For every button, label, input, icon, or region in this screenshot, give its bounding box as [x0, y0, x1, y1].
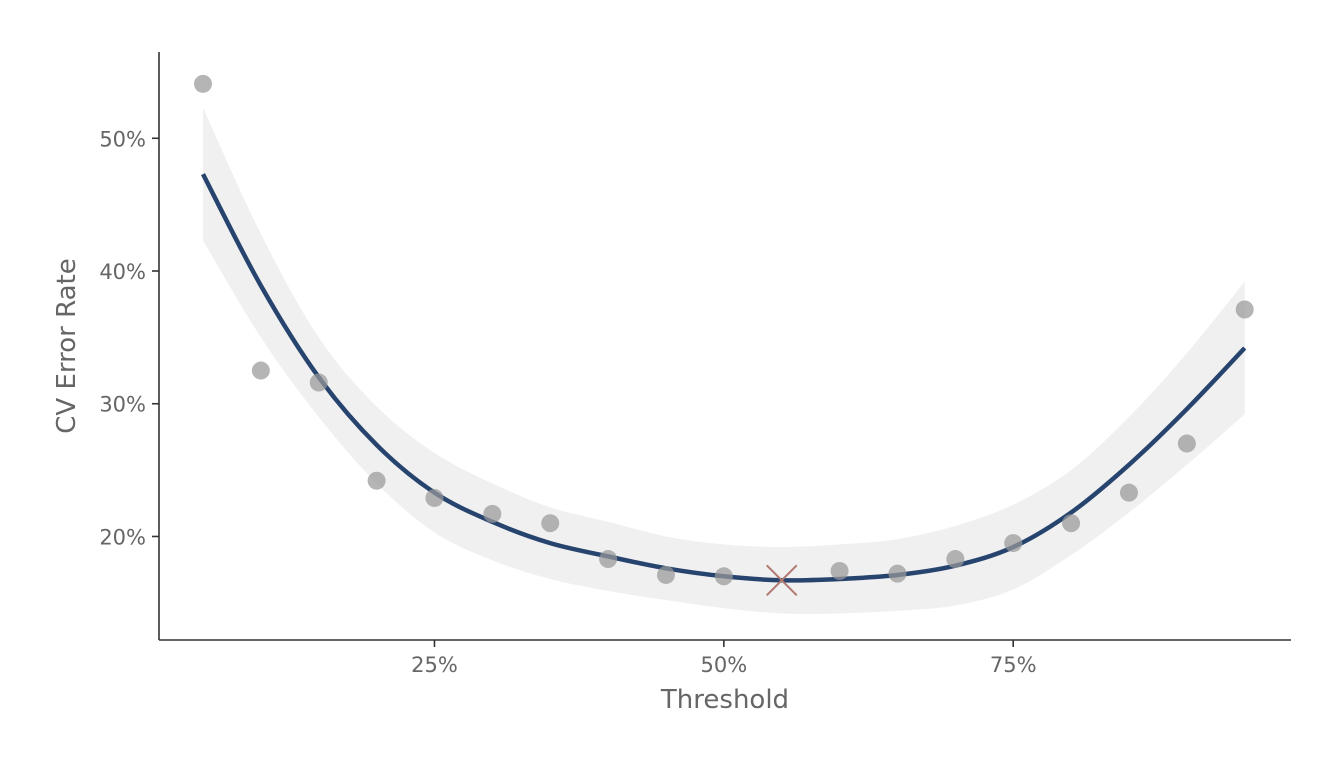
data-point — [888, 564, 907, 583]
data-point — [946, 550, 965, 569]
y-tick-label: 20% — [99, 525, 146, 549]
x-tick-label: 25% — [411, 653, 458, 677]
data-point — [1177, 434, 1196, 453]
data-point — [193, 74, 212, 93]
data-point — [425, 488, 444, 507]
data-point — [714, 567, 733, 586]
data-point — [599, 550, 618, 569]
data-point — [309, 373, 328, 392]
data-point — [656, 565, 675, 584]
x-tick-label: 50% — [700, 653, 747, 677]
minimum-marker — [766, 564, 798, 596]
data-point — [367, 471, 386, 490]
data-point — [1119, 483, 1138, 502]
points-layer — [193, 74, 1254, 586]
x-tick-label: 75% — [990, 653, 1037, 677]
data-point — [830, 561, 849, 580]
data-point — [1062, 514, 1081, 533]
smooth-line-layer — [200, 173, 1247, 583]
y-tick-label: 40% — [99, 260, 146, 284]
y-axis-title: CV Error Rate — [52, 258, 82, 433]
data-point — [541, 514, 560, 533]
confidence-band-layer — [202, 107, 1245, 614]
data-point — [483, 504, 502, 523]
y-tick-label: 30% — [99, 393, 146, 417]
data-point — [251, 361, 270, 380]
data-point — [1004, 534, 1023, 553]
confidence-band — [202, 107, 1245, 614]
smooth-line — [200, 173, 1247, 583]
minimum-marker-stroke — [766, 564, 798, 596]
y-tick-label: 50% — [99, 127, 146, 151]
minimum-marker-layer — [766, 564, 798, 596]
axes-layer: 20% 30% 40% 50% 25% 50% 75% — [99, 52, 1291, 677]
x-axis-title: Threshold — [660, 685, 789, 715]
data-point — [1235, 300, 1254, 319]
